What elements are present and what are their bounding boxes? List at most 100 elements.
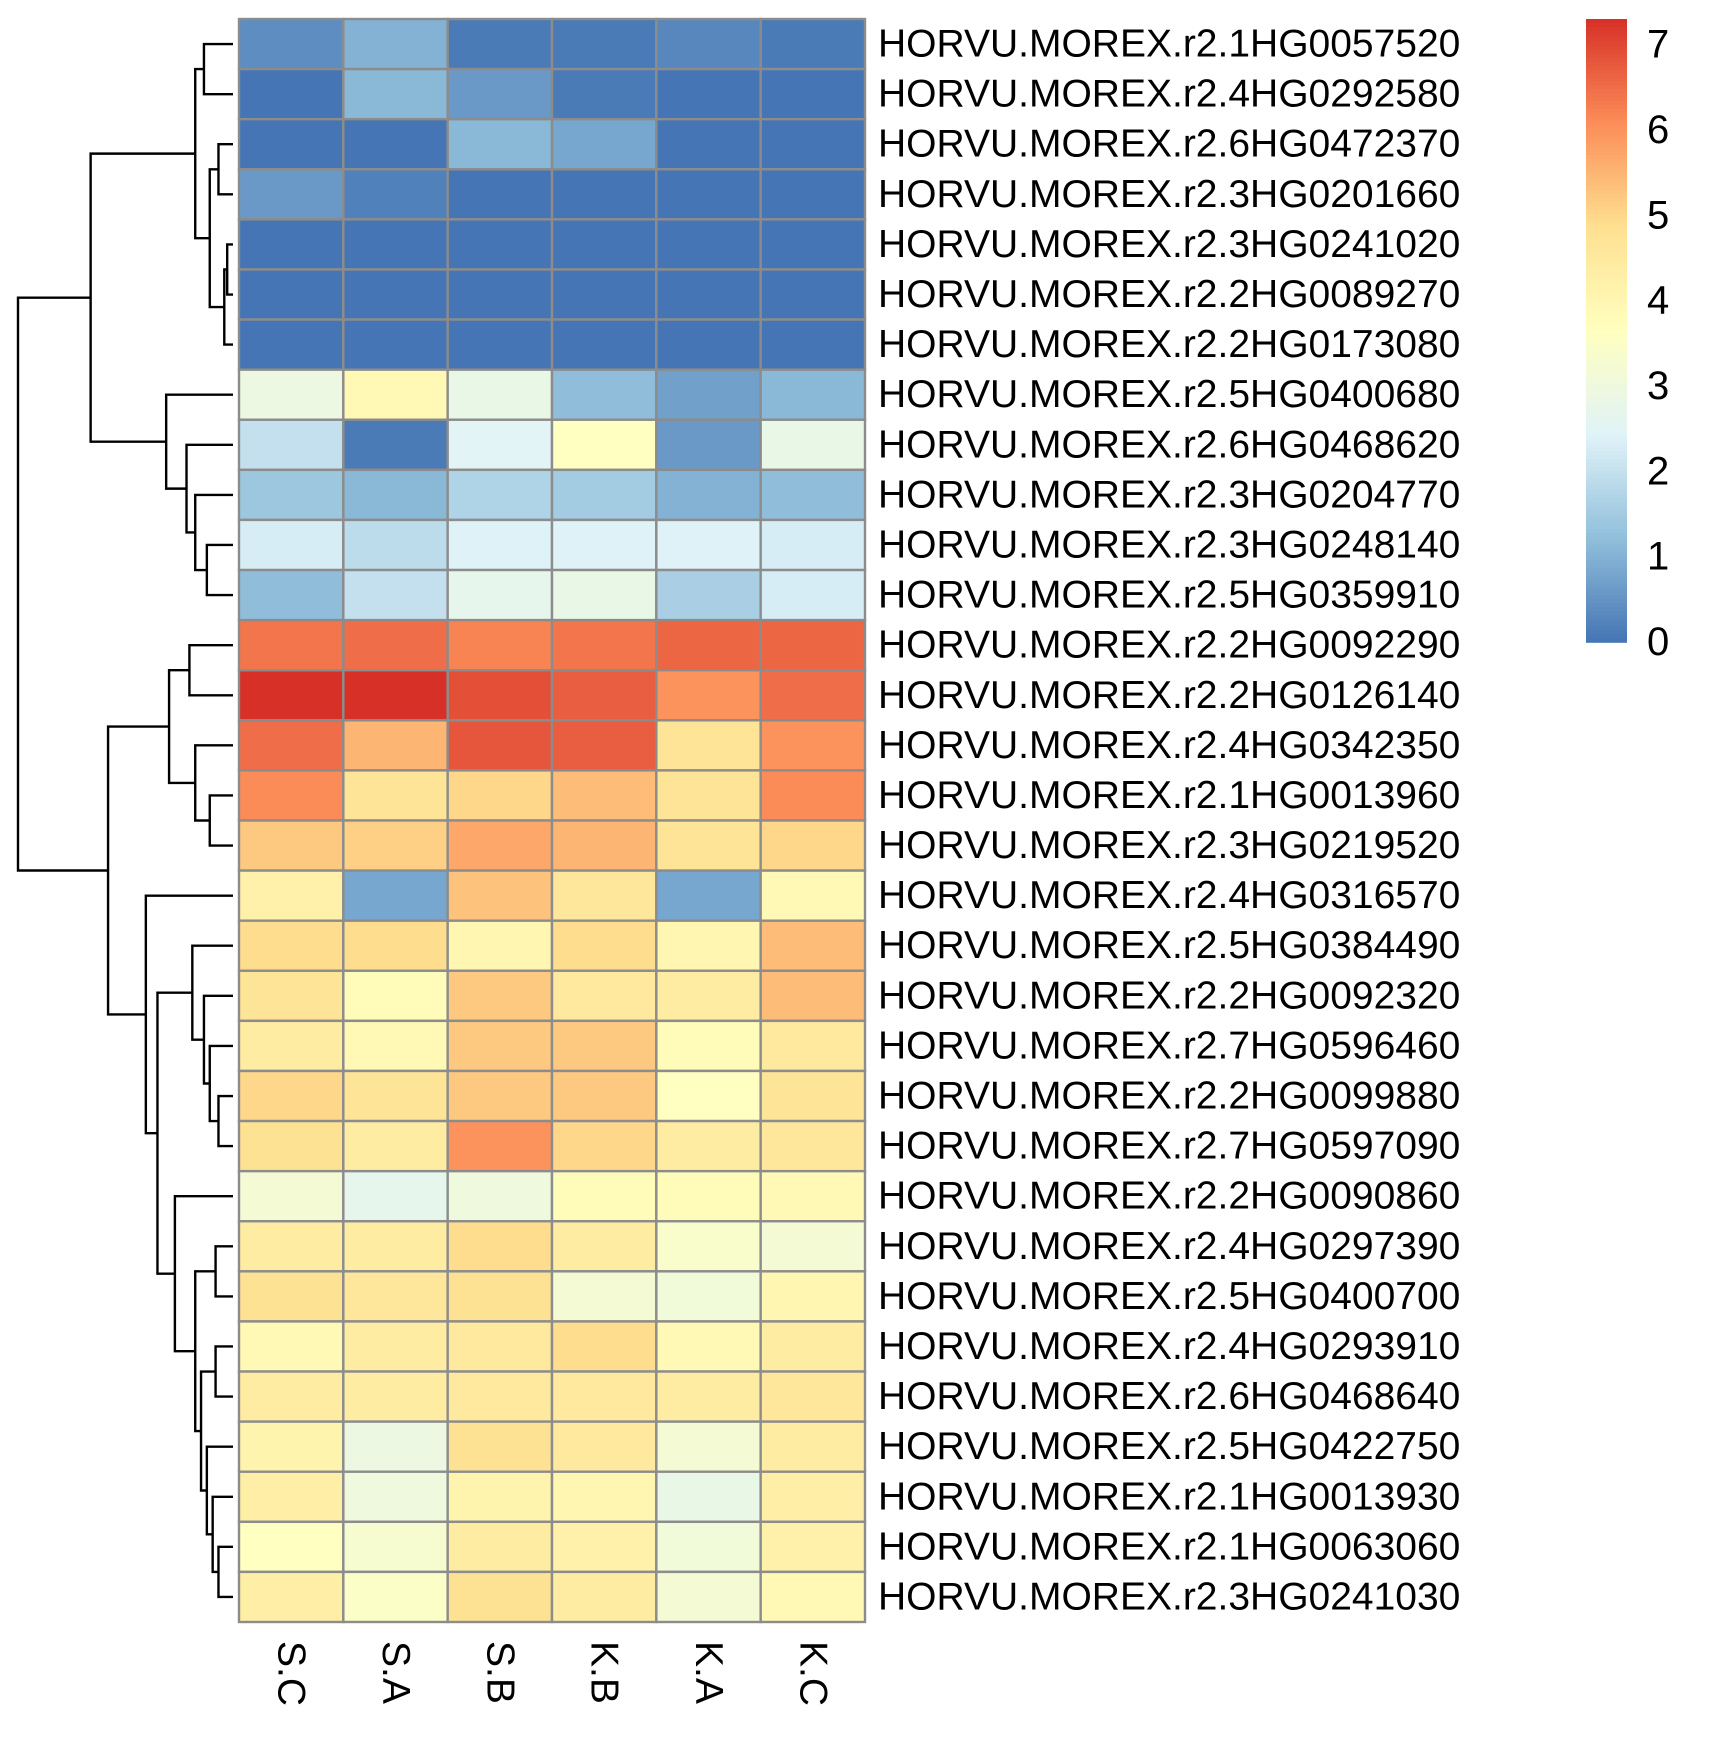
legend-gradient-segment bbox=[1586, 151, 1627, 157]
heatmap-cell bbox=[655, 1570, 762, 1624]
heatmap-cell bbox=[655, 1220, 762, 1273]
legend-gradient-segment bbox=[1586, 486, 1627, 491]
heatmap-cell bbox=[342, 869, 449, 922]
heatmap-cell bbox=[655, 168, 762, 221]
legend-gradient-segment bbox=[1586, 568, 1627, 573]
heatmap-cell bbox=[550, 769, 658, 822]
legend-gradient-segment bbox=[1586, 225, 1627, 231]
heatmap-cell bbox=[550, 669, 658, 722]
heatmap-cell bbox=[655, 1320, 762, 1373]
heatmap-cell bbox=[446, 1470, 554, 1524]
heatmap-cell bbox=[237, 669, 345, 722]
heatmap-cell bbox=[655, 1470, 762, 1524]
heatmap-cell bbox=[237, 1019, 345, 1073]
heatmap-cell bbox=[759, 1069, 867, 1123]
legend-gradient-segment bbox=[1586, 96, 1627, 102]
row-label: HORVU.MOREX.r2.4HG0297390 bbox=[878, 1225, 1460, 1268]
legend-gradient-segment bbox=[1586, 135, 1627, 141]
legend-gradient-segment bbox=[1586, 314, 1627, 320]
heatmap-cell bbox=[342, 1119, 449, 1173]
heatmap-cell bbox=[446, 418, 554, 472]
heatmap-cell bbox=[342, 769, 449, 822]
heatmap-cell bbox=[759, 268, 867, 321]
heatmap-cell bbox=[655, 218, 762, 271]
row-label: HORVU.MOREX.r2.3HG0204770 bbox=[878, 473, 1460, 516]
heatmap-cell bbox=[550, 819, 658, 872]
heatmap-cell bbox=[759, 67, 867, 121]
legend-gradient-segment bbox=[1586, 404, 1627, 410]
heatmap-cell bbox=[342, 819, 449, 872]
color-legend: 0 1 2 3 4 5 6 7 bbox=[1586, 19, 1669, 664]
dendrogram-branch bbox=[106, 725, 170, 1016]
row-label: HORVU.MOREX.r2.1HG0063060 bbox=[878, 1525, 1460, 1568]
legend-gradient-segment bbox=[1586, 338, 1627, 343]
heatmap-cell bbox=[342, 468, 449, 522]
heatmap-cell bbox=[342, 268, 449, 321]
legend-gradient-segment bbox=[1586, 50, 1627, 55]
heatmap-cell bbox=[655, 1119, 762, 1173]
heatmap-cell bbox=[550, 67, 658, 121]
legend-gradient-segment bbox=[1586, 287, 1627, 293]
dendrogram-branch bbox=[185, 443, 233, 534]
heatmap-cell bbox=[550, 17, 658, 71]
heatmap-cell bbox=[655, 1420, 762, 1473]
legend-gradient-segment bbox=[1586, 299, 1627, 305]
heatmap-cell bbox=[446, 1370, 554, 1423]
legend-gradient-segment bbox=[1586, 564, 1627, 569]
legend-gradient-segment bbox=[1586, 618, 1627, 624]
legend-gradient-segment bbox=[1586, 166, 1627, 172]
legend-gradient-segment bbox=[1586, 182, 1627, 188]
dendrogram-branch bbox=[191, 944, 233, 1041]
legend-gradient-segment bbox=[1586, 427, 1627, 433]
heatmap-cell bbox=[342, 1019, 449, 1073]
heatmap-cell bbox=[550, 568, 658, 622]
heatmap-cell bbox=[446, 1019, 554, 1073]
legend-gradient-segment bbox=[1586, 252, 1627, 258]
legend-gradient-segment bbox=[1586, 322, 1627, 328]
heatmap-cell bbox=[759, 1320, 867, 1373]
row-label: HORVU.MOREX.r2.5HG0400700 bbox=[878, 1275, 1460, 1318]
row-label: HORVU.MOREX.r2.4HG0293910 bbox=[878, 1325, 1460, 1368]
legend-gradient-segment bbox=[1586, 307, 1627, 312]
row-label: HORVU.MOREX.r2.1HG0013960 bbox=[878, 774, 1460, 817]
legend-gradient-segment bbox=[1586, 466, 1627, 472]
heatmap-cell bbox=[550, 869, 658, 922]
legend-gradient-segment bbox=[1586, 396, 1627, 402]
legend-tick-label: 1 bbox=[1647, 535, 1669, 579]
row-label: HORVU.MOREX.r2.2HG0089270 bbox=[878, 273, 1460, 316]
legend-gradient-segment bbox=[1586, 194, 1627, 199]
row-label: HORVU.MOREX.r2.1HG0013930 bbox=[878, 1475, 1460, 1518]
legend-gradient-segment bbox=[1586, 221, 1627, 227]
heatmap-cell bbox=[237, 719, 345, 772]
dendrogram-branch bbox=[16, 296, 109, 872]
dendrogram-branch bbox=[214, 1245, 233, 1298]
heatmap-cell bbox=[237, 1520, 345, 1574]
heatmap-cell bbox=[237, 218, 345, 271]
heatmap-cell bbox=[446, 1220, 554, 1273]
column-label: K.C bbox=[791, 1641, 834, 1706]
dendrogram-branch bbox=[144, 894, 233, 1135]
legend-gradient-segment bbox=[1586, 54, 1627, 59]
legend-gradient-segment bbox=[1586, 248, 1627, 254]
heatmap-cell bbox=[759, 819, 867, 872]
legend-gradient-segment bbox=[1586, 38, 1627, 44]
heatmap-cell bbox=[342, 218, 449, 271]
legend-gradient-segment bbox=[1586, 575, 1627, 581]
heatmap-cell bbox=[237, 318, 345, 371]
heatmap-cell bbox=[759, 368, 867, 421]
heatmap-cell bbox=[550, 117, 658, 171]
row-label: HORVU.MOREX.r2.7HG0597090 bbox=[878, 1125, 1460, 1168]
dendrogram-branch bbox=[173, 1195, 233, 1353]
legend-gradient-segment bbox=[1586, 104, 1627, 110]
legend-gradient-segment bbox=[1586, 124, 1627, 129]
heatmap-cell bbox=[759, 719, 867, 772]
legend-gradient-segment bbox=[1586, 190, 1627, 196]
heatmap-cell bbox=[237, 67, 345, 121]
legend-gradient-segment bbox=[1586, 552, 1627, 558]
legend-gradient-segment bbox=[1586, 365, 1627, 371]
heatmap-cell bbox=[342, 1370, 449, 1423]
legend-gradient-segment bbox=[1586, 392, 1627, 398]
heatmap-cell bbox=[550, 1470, 658, 1524]
dendrogram-branch bbox=[214, 1345, 233, 1398]
dendrogram-branch bbox=[167, 669, 196, 785]
